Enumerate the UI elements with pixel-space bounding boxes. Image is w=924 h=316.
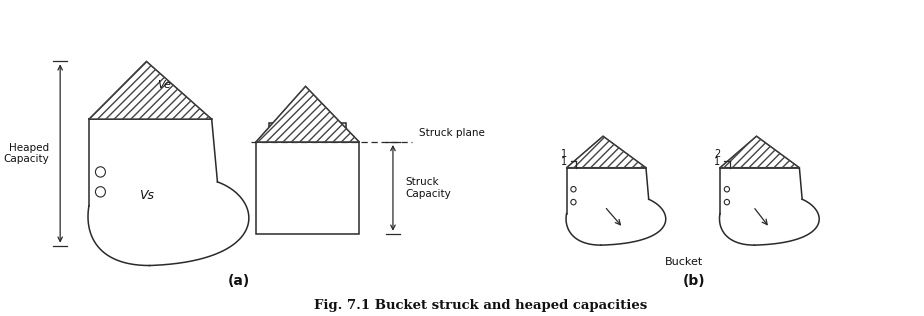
Text: 1: 1 [561, 149, 566, 159]
Polygon shape [256, 86, 359, 142]
Text: 1: 1 [714, 157, 721, 167]
Polygon shape [303, 123, 311, 142]
Text: Struck plane: Struck plane [419, 128, 485, 138]
Text: 1: 1 [561, 157, 566, 167]
Polygon shape [269, 123, 277, 142]
Text: (a): (a) [227, 275, 249, 289]
Text: 2: 2 [714, 149, 721, 159]
Text: Ve: Ve [157, 80, 171, 90]
Text: Bucket: Bucket [664, 257, 702, 266]
Polygon shape [566, 136, 646, 168]
Text: Fig. 7.1 Bucket struck and heaped capacities: Fig. 7.1 Bucket struck and heaped capaci… [313, 299, 647, 312]
Polygon shape [321, 123, 329, 142]
Polygon shape [338, 123, 346, 142]
Text: Struck
Capacity: Struck Capacity [406, 177, 451, 199]
Polygon shape [89, 61, 212, 119]
Polygon shape [286, 123, 295, 142]
Text: Heaped
Capacity: Heaped Capacity [3, 143, 49, 164]
Polygon shape [720, 136, 799, 168]
Text: (b): (b) [683, 275, 705, 289]
Text: Vs: Vs [139, 189, 154, 202]
Polygon shape [256, 142, 359, 234]
